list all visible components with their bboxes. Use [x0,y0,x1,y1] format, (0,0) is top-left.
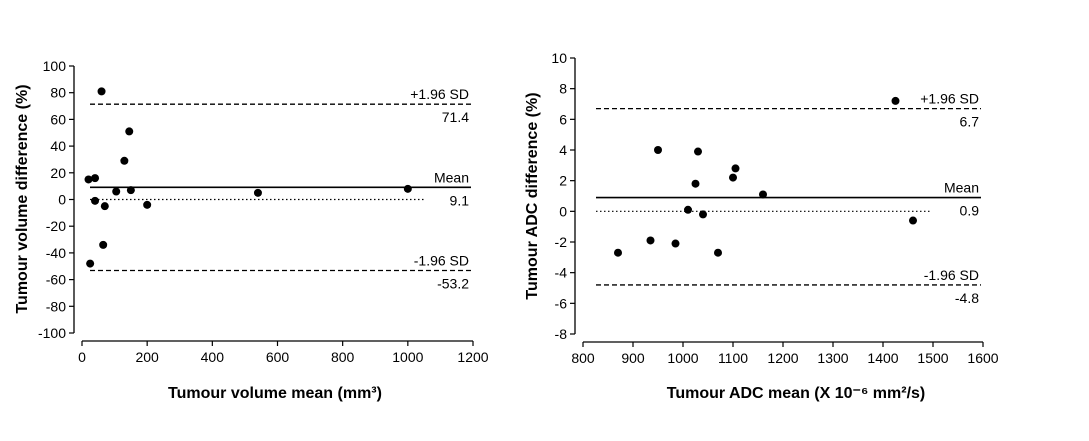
y-axis-title: Tumour volume difference (%) [14,84,31,313]
y-tick-label: 0 [58,192,66,208]
upper_loa-label: +1.96 SD [920,91,979,107]
data-point [654,146,662,154]
data-point [91,196,100,205]
data-point [99,240,108,249]
y-axis-title: Tumour ADC difference (%) [524,92,541,299]
y-tick-label: 2 [559,173,567,189]
x-tick-label: 900 [621,350,645,366]
y-tick-label: 100 [43,58,67,74]
x-tick-label: 200 [135,349,159,365]
chart-2: -8 -6 -4 -2 0 2 4 6 8 10 800 900 1000 1100 1200 1300 140… [524,50,999,402]
data-point [143,200,152,209]
data-point [691,179,700,188]
data-point [403,184,412,193]
data-point [694,147,702,156]
data-point [100,202,109,211]
y-tick-label: -40 [46,245,66,261]
y-tick-label: 8 [559,81,567,97]
data-point [253,188,262,197]
data-point [699,210,707,219]
y-tick-label: 60 [50,111,66,127]
data-point [646,236,655,245]
y-tick-label: 4 [559,142,567,158]
x-tick-label: 0 [78,349,86,365]
lower_loa-value: -53.2 [437,276,469,292]
x-tick-label: 1600 [967,350,998,366]
x-tick-label: 800 [571,350,595,366]
mean-label: Mean [944,180,979,196]
data-point [97,87,106,96]
y-tick-label: 6 [559,111,567,127]
y-tick-label: 10 [551,50,567,66]
x-tick-label: 1000 [667,350,698,366]
data-point [684,205,692,214]
upper_loa-label: +1.96 SD [410,86,469,102]
y-tick-label: -20 [46,218,66,234]
x-tick-label: 1300 [817,350,848,366]
data-point [729,173,737,182]
x-tick-label: 400 [201,349,225,365]
lower_loa-label: -1.96 SD [414,253,469,269]
y-tick-label: -60 [46,272,66,288]
mean-value: 9.1 [450,192,470,208]
data-point [614,248,622,257]
data-point [759,190,767,199]
x-tick-label: 1200 [457,349,488,365]
y-tick-label: 20 [50,165,66,181]
lower_loa-label: -1.96 SD [924,267,979,283]
mean-label: Mean [434,169,469,185]
x-tick-label: 1200 [767,350,798,366]
y-tick-label: -2 [555,234,568,250]
data-point [84,175,93,184]
data-point [126,186,135,195]
data-point [86,259,95,268]
data-point [714,248,722,257]
x-axis-title: Tumour ADC mean (X 10⁻⁶ mm²/s) [667,385,926,402]
y-tick-label: -4 [555,265,568,281]
upper_loa-value: 6.7 [960,114,980,130]
data-point [891,96,900,105]
y-tick-label: -100 [38,325,66,341]
x-tick-label: 1000 [392,349,423,365]
data-point [112,187,121,196]
y-tick-label: -6 [555,295,568,311]
x-tick-label: 1100 [718,350,748,366]
y-tick-label: 80 [50,85,66,101]
data-point [909,216,917,225]
y-tick-label: -8 [555,326,568,342]
x-tick-label: 600 [266,349,290,365]
x-tick-label: 800 [331,349,355,365]
y-tick-label: 40 [50,138,66,154]
data-point [671,239,680,248]
data-point [91,174,100,183]
data-point [731,164,740,173]
x-tick-label: 1400 [867,350,898,366]
upper_loa-value: 71.4 [442,109,469,125]
y-tick-label: 0 [559,203,567,219]
x-tick-label: 1500 [917,350,948,366]
mean-value: 0.9 [960,203,980,219]
x-axis-title: Tumour volume mean (mm³) [168,385,382,402]
data-point [125,127,134,136]
data-point [120,156,129,165]
lower_loa-value: -4.8 [955,290,979,306]
y-tick-label: -80 [46,298,66,314]
